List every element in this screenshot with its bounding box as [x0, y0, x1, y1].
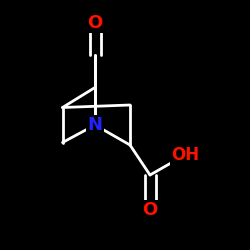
Text: O: O [142, 201, 158, 219]
Text: N: N [88, 116, 102, 134]
Text: OH: OH [171, 146, 199, 164]
Text: O: O [88, 14, 103, 32]
